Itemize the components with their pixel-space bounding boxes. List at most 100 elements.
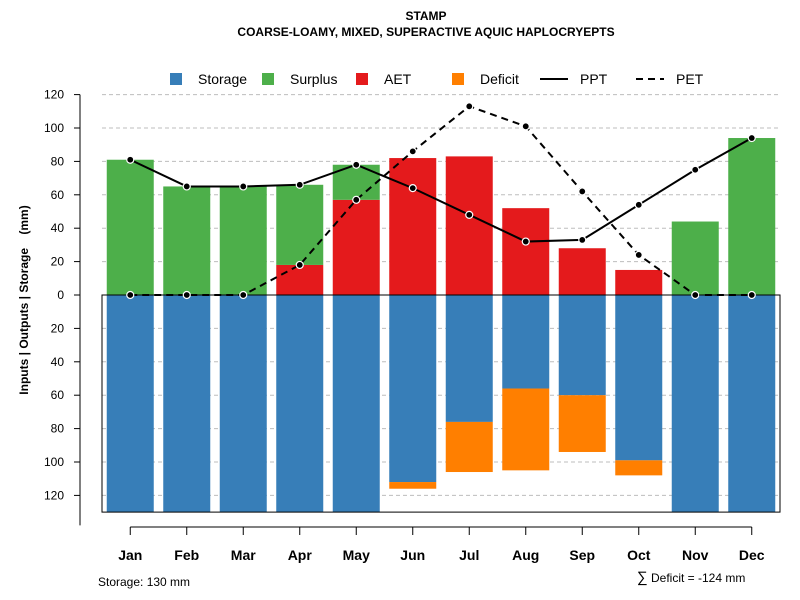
legend-label: Surplus <box>290 71 337 87</box>
x-tick-label: Jan <box>118 547 142 563</box>
y-tick-label: 80 <box>51 154 65 168</box>
aet-bar <box>332 199 380 295</box>
storage-bar <box>163 295 211 513</box>
legend-label: Deficit <box>480 71 519 87</box>
pet-point <box>295 260 304 270</box>
gridlines <box>102 94 780 496</box>
x-tick-label: Oct <box>627 547 651 563</box>
legend-label: Storage <box>198 71 247 87</box>
pet-point <box>465 102 474 111</box>
pet-point <box>634 250 643 260</box>
ppt-point <box>352 160 361 169</box>
x-tick-label: Jul <box>459 547 479 563</box>
legend-label: PPT <box>580 71 608 87</box>
legend-label: AET <box>384 71 412 87</box>
storage-bar <box>502 295 550 389</box>
pet-point <box>239 290 248 300</box>
x-tick-label: Sep <box>569 547 595 563</box>
pet-point <box>747 290 756 300</box>
y-tick-label: 20 <box>51 255 65 269</box>
pet-point <box>691 290 700 300</box>
pet-point <box>521 122 530 131</box>
legend-swatch <box>356 73 368 85</box>
surplus-bar <box>106 159 154 295</box>
storage-bar <box>106 295 154 513</box>
x-tick-label: Feb <box>174 547 199 563</box>
pet-point <box>578 187 587 196</box>
aet-bar <box>558 248 606 295</box>
legend-swatch <box>262 73 274 85</box>
y-tick-label: 40 <box>51 355 65 369</box>
x-tick-label: Apr <box>288 547 313 563</box>
ppt-point <box>578 235 587 244</box>
pet-point <box>182 290 191 300</box>
x-tick-label: Jun <box>400 547 425 563</box>
sum-symbol: ∑ <box>637 569 648 586</box>
surplus-bar <box>163 186 211 295</box>
deficit-bar <box>445 421 493 473</box>
ppt-point <box>634 200 643 209</box>
ppt-point <box>747 133 756 143</box>
aet-bar <box>502 208 550 295</box>
aet-bar <box>276 264 324 295</box>
x-tick-label: May <box>343 547 370 563</box>
chart-title: STAMP <box>405 9 446 23</box>
legend-swatch <box>452 73 464 85</box>
series-lines <box>126 102 756 300</box>
storage-bar <box>558 295 606 396</box>
y-tick-label: 60 <box>51 388 65 402</box>
pet-point <box>408 147 417 156</box>
ppt-point <box>408 184 417 193</box>
deficit-bar <box>558 395 606 452</box>
surplus-bar <box>276 184 324 265</box>
chart-subtitle: COARSE-LOAMY, MIXED, SUPERACTIVE AQUIC H… <box>237 25 614 39</box>
x-tick-label: Dec <box>739 547 765 563</box>
ppt-point <box>182 182 191 191</box>
surplus-bar <box>219 186 267 295</box>
legend-label: PET <box>676 71 704 87</box>
y-tick-label: 0 <box>57 288 64 302</box>
storage-bar <box>671 295 719 513</box>
storage-bar <box>276 295 324 513</box>
legend-swatch <box>170 73 182 85</box>
y-tick-label: 100 <box>44 455 64 469</box>
ppt-point <box>691 165 700 174</box>
y-tick-label: 60 <box>51 188 65 202</box>
ppt-point <box>295 180 304 189</box>
deficit-footnote: Deficit = -124 mm <box>651 571 745 585</box>
pet-line <box>130 105 752 296</box>
ppt-line <box>129 137 753 243</box>
surplus-bar <box>728 138 776 295</box>
y-tick-label: 80 <box>51 422 65 436</box>
x-tick-label: Nov <box>682 547 709 563</box>
ppt-point <box>239 182 248 191</box>
x-tick-label: Mar <box>231 547 256 563</box>
pet-point <box>126 290 135 300</box>
storage-bar <box>219 295 267 513</box>
x-tick-label: Aug <box>512 547 539 563</box>
storage-bar <box>728 295 776 513</box>
y-tick-label: 40 <box>51 221 65 235</box>
aet-bar <box>389 158 437 295</box>
legend: Storage Surplus AET Deficit PPT PET <box>170 71 704 87</box>
bars <box>101 138 781 513</box>
deficit-bar <box>502 388 550 471</box>
aet-bar <box>445 156 493 295</box>
aet-bar <box>615 269 663 295</box>
y-axis-label: Inputs | Outputs | Storage (mm) <box>17 205 31 394</box>
axes: 120 100 80 60 40 20 0 20 40 60 80 100 120 Jan Feb Mar Ap… <box>44 88 765 563</box>
deficit-bar <box>389 482 437 489</box>
pet-point <box>352 195 361 204</box>
y-tick-label: 100 <box>44 121 64 135</box>
storage-bar <box>389 295 437 483</box>
y-tick-label: 20 <box>51 321 65 335</box>
ppt-point <box>521 237 530 246</box>
storage-bar <box>445 295 493 422</box>
y-tick-label: 120 <box>44 88 64 102</box>
deficit-bar <box>615 460 663 476</box>
storage-footnote: Storage: 130 mm <box>98 575 190 589</box>
storage-bar <box>615 295 663 461</box>
ppt-point <box>465 210 474 219</box>
storage-bar <box>332 295 380 513</box>
